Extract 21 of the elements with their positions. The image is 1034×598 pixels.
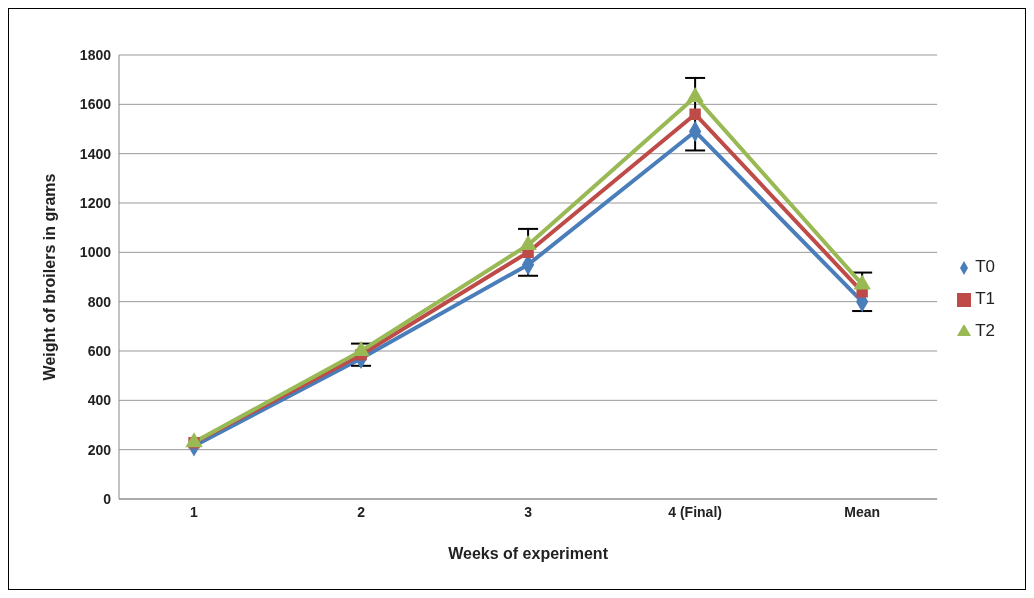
y-tick-label: 1200 (79, 194, 112, 211)
legend-label: T1 (975, 289, 995, 308)
x-tick-label: 2 (357, 503, 366, 520)
legend-label: T0 (975, 257, 995, 276)
y-tick-label: 600 (87, 342, 112, 359)
y-tick-label: 200 (87, 441, 112, 458)
y-tick-label: 1000 (79, 244, 112, 261)
x-tick-label: Mean (844, 503, 881, 520)
x-tick-label: 4 (Final) (668, 503, 722, 520)
y-axis-title: Weight of broilers in grams (40, 173, 58, 381)
legend-label: T2 (975, 321, 995, 340)
y-tick-label: 1400 (79, 145, 112, 162)
y-tick-label: 1800 (79, 46, 112, 63)
y-tick-label: 0 (103, 490, 112, 507)
y-tick-label: 800 (87, 293, 112, 310)
point (689, 108, 701, 120)
y-tick-label: 1600 (79, 96, 112, 113)
x-tick-label: 3 (524, 503, 533, 520)
x-tick-label: 1 (190, 503, 199, 520)
y-tick-label: 400 (87, 392, 112, 409)
x-axis-title: Weeks of experiment (448, 545, 609, 562)
